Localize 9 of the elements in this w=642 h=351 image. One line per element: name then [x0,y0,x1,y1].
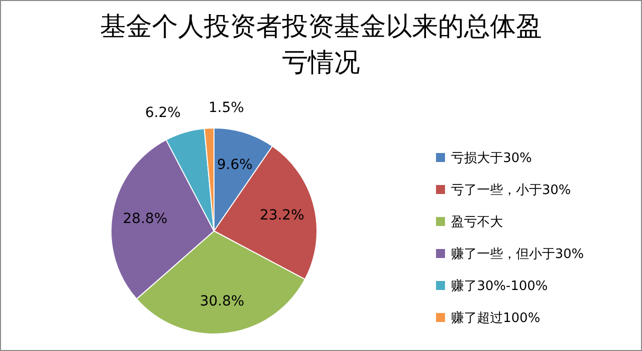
legend-label: 盈亏不大 [451,215,503,230]
data-label: 28.8% [122,211,168,228]
data-label: 9.6% [216,157,253,174]
chart-title: 基金个人投资者投资基金以来的总体盈亏情况 [99,11,543,80]
data-label: 6.2% [145,104,181,121]
legend-label: 亏损大于30% [451,151,532,166]
data-label: 1.5% [208,100,244,116]
data-label: 30.8% [200,294,244,310]
data-label: 23.2% [260,207,304,224]
